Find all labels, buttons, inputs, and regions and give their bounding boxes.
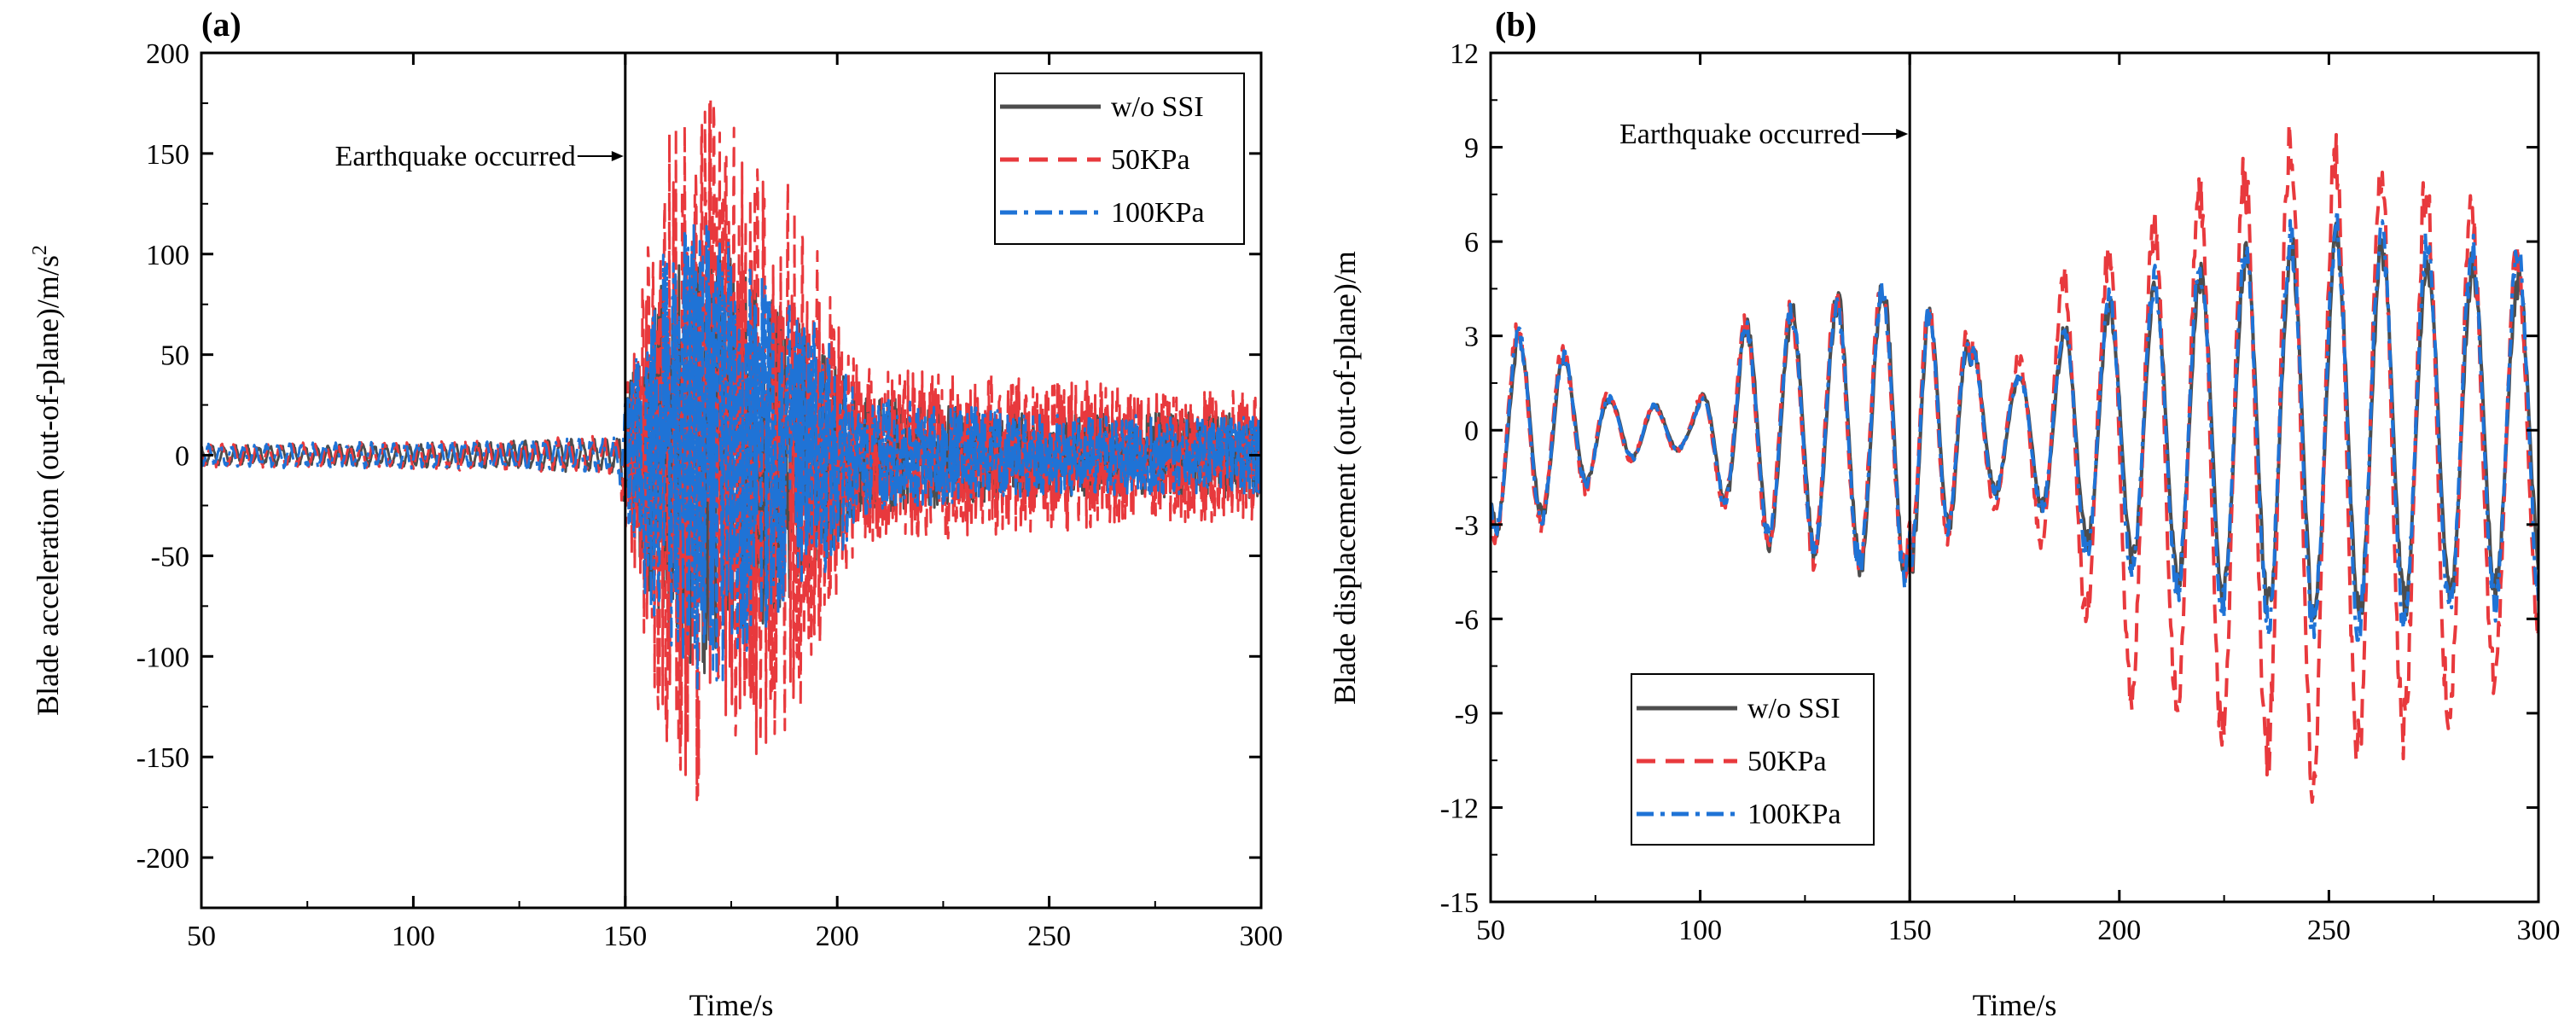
panel-b-series-group: [1491, 121, 2538, 805]
panel-b-ytick-label: 0: [1464, 416, 1479, 447]
panel-a-ytick-label: -100: [137, 642, 189, 673]
panel-a-ytick-label: -50: [151, 541, 189, 573]
panel-a-chart: 50 100 150 200 250 300 -200 -150 -100 -50 0 50 100 15…: [29, 5, 1283, 1022]
panel-a-xlabel: Time/s: [689, 988, 774, 1022]
panel-a-ytick-label: 150: [146, 139, 189, 171]
panel-b-ytick-label: -15: [1440, 887, 1479, 919]
panel-a-annotation: Earthquake occurred: [335, 141, 576, 172]
panel-a-legend-label: 50KPa: [1111, 144, 1190, 176]
panel-b-series-100kpa: [1491, 208, 2538, 642]
panel-b-annotation-arrowhead: [1896, 129, 1909, 139]
panel-b-ytick-label: -3: [1455, 510, 1479, 542]
panel-a-xtick-label: 300: [1240, 921, 1283, 952]
panel-b-legend-label: 100KPa: [1747, 799, 1841, 830]
panel-a-ticks: 50 100 150 200 250 300 -200 -150 -100 -50 0 50 100 15…: [137, 38, 1283, 952]
panel-a-ytick-label: 100: [146, 240, 189, 271]
panel-a-ytick-label: 50: [160, 340, 189, 372]
panel-a-ytick-label: 200: [146, 38, 189, 70]
panel-a-legend-label: 100KPa: [1111, 197, 1205, 229]
panel-a-xtick-label: 150: [603, 921, 647, 952]
panel-a-ylabel: Blade acceleration (out-of-plane)/m/s2: [29, 245, 65, 716]
panel-a-series-100kpa: [201, 222, 1261, 690]
panel-b-xlabel: Time/s: [1973, 988, 2057, 1022]
panel-b-ylabel: Blade displacement (out-of-plane)/m: [1328, 251, 1362, 705]
panel-b-xtick-label: 250: [2307, 915, 2351, 946]
panel-a-legend-label: w/o SSI: [1111, 91, 1204, 123]
panel-b-xtick-label: 300: [2517, 915, 2561, 946]
panel-b-chart: 50 100 150 200 250 300 -15 -12 -9 -6 -3 0 3 6 9 12 Eart…: [1328, 5, 2561, 1022]
panel-a-ylabel-sup: 2: [29, 245, 51, 255]
panel-b-series-w-o-ssi: [1491, 221, 2538, 623]
panel-a-xtick-label: 250: [1027, 921, 1071, 952]
panel-a-ylabel-main: Blade acceleration (out-of-plane)/m/s: [31, 255, 65, 716]
panel-b-legend-label: w/o SSI: [1747, 693, 1840, 724]
panel-a-annotation-arrowhead: [611, 151, 624, 161]
panel-b-ytick-label: 12: [1450, 38, 1479, 70]
panel-b-series-50kpa: [1491, 121, 2538, 805]
panel-b-ytick-label: 3: [1464, 322, 1479, 353]
panel-a-ytick-label: -200: [137, 843, 189, 875]
panel-b-xtick-label: 100: [1678, 915, 1722, 946]
panel-b-legend: w/o SSI 50KPa 100KPa: [1631, 673, 1875, 846]
panel-b-xtick-label: 200: [2097, 915, 2141, 946]
panel-a-xtick-label: 100: [392, 921, 435, 952]
panel-b-legend-box: [1631, 673, 1875, 846]
panel-a-legend: w/o SSI 50KPa 100KPa: [994, 73, 1245, 245]
panel-b-legend-label: 50KPa: [1747, 746, 1827, 777]
panel-b-ytick-label: 9: [1464, 133, 1479, 165]
panel-b-ytick-label: -6: [1455, 604, 1479, 636]
panel-b-ytick-label: -9: [1455, 699, 1479, 730]
panel-b-ytick-label: -12: [1440, 793, 1479, 824]
panel-b-ticks: 50 100 150 200 250 300 -15 -12 -9 -6 -3 0 3 6 9 12: [1440, 38, 2561, 946]
panel-a-ytick-label: 0: [175, 441, 189, 473]
panel-b-annotation: Earthquake occurred: [1619, 119, 1860, 150]
panel-a-tag: (a): [201, 5, 241, 44]
panel-b-xtick-label: 150: [1888, 915, 1932, 946]
panel-b-ytick-label: 6: [1464, 227, 1479, 259]
panel-b-tag: (b): [1495, 5, 1537, 44]
panel-a-xtick-label: 200: [816, 921, 859, 952]
panel-a-series-group: [201, 96, 1261, 801]
panel-a-xtick-label: 50: [187, 921, 216, 952]
panel-a-ytick-label: -150: [137, 742, 189, 774]
panel-b-xtick-label: 50: [1476, 915, 1505, 946]
